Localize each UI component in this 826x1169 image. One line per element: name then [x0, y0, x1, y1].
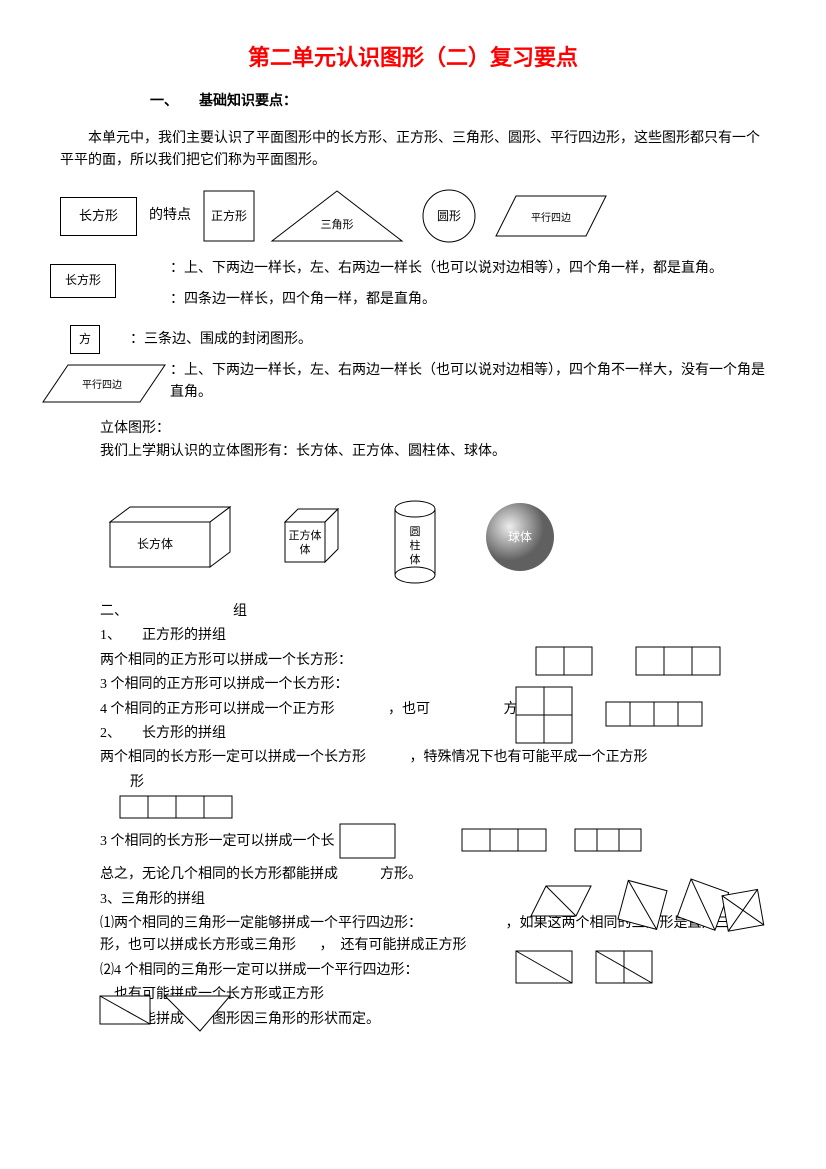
solids-row: 长方体 正方体 体 圆 柱 体 球体	[100, 477, 766, 597]
tri-def-text: ：三条边、围成的封闭图形。	[130, 329, 766, 351]
square-def-text: ：四条边一样长，四个角一样，都是直角。	[170, 289, 766, 311]
cube-icon: 正方体 体	[280, 502, 350, 572]
rect-combo-3row-b	[575, 829, 645, 855]
rect-combo-4row	[120, 796, 240, 820]
rect-def-text: ：上、下两边一样长，左、右两边一样长（也可以说对边相等），四个角一样，都是直角。	[170, 258, 766, 280]
svg-text:球体: 球体	[508, 530, 532, 544]
svg-text:平行四边: 平行四边	[82, 378, 122, 391]
square-combo-diagram	[516, 647, 726, 767]
page-title: 第二单元认识图形（二）复习要点	[60, 40, 766, 75]
svg-text:柱: 柱	[410, 538, 421, 552]
square-definition: ：四条边一样长，四个角一样，都是直角。	[60, 289, 766, 311]
svg-text:正方体: 正方体	[289, 528, 322, 542]
solids-heading: 立体图形：	[100, 418, 766, 440]
cuboid-icon: 长方体	[100, 502, 240, 572]
square-shape-icon: 正方形	[203, 190, 255, 242]
para-label: 平行四边	[531, 211, 571, 224]
para-def-text: ：上、下两边一样长，左、右两边一样长（也可以说对边相等），四个角不一样大，没有一…	[170, 360, 766, 405]
section2-heading: 二、 组	[100, 601, 766, 623]
cylinder-icon: 圆 柱 体	[390, 497, 440, 597]
para-definition: 平行四边 ：上、下两边一样长，左、右两边一样长（也可以说对边相等），四个角不一样…	[60, 360, 766, 405]
rect-combo-2-word: 形	[130, 772, 766, 794]
svg-text:长方体: 长方体	[137, 536, 173, 551]
tri-def-box: 方	[70, 325, 100, 354]
parallelogram-shape-icon: 平行四边	[491, 191, 611, 241]
combination-section: 二、 组 1、 正方形的拼组 两个相同的正方形可以拼成一个长方形： 3 个相同的…	[100, 601, 766, 1031]
square-label: 正方形	[211, 208, 247, 223]
circle-shape-icon: 圆形	[419, 186, 479, 246]
rect-shape-label: 长方形	[60, 197, 137, 236]
tri-sum-diagram	[90, 991, 240, 1041]
svg-text:体: 体	[300, 542, 311, 556]
rect-combo-3: 3 个相同的长方形一定可以拼成一个长	[100, 822, 766, 862]
section1-heading: 一、 基础知识要点：	[150, 91, 766, 113]
rect-definition: 长方形 ：上、下两边一样长，左、右两边一样长（也可以说对边相等），四个角一样，都…	[60, 258, 766, 280]
svg-text:体: 体	[410, 552, 421, 566]
triangle-shape-icon: 三角形	[267, 186, 407, 246]
triangle-definition: 方 ：三条边、围成的封闭图形。	[60, 329, 766, 351]
rect-combo-single	[338, 822, 398, 862]
svg-text:圆: 圆	[410, 525, 421, 538]
circle-label: 圆形	[437, 209, 461, 223]
feature-text: 的特点	[149, 205, 191, 227]
sphere-icon: 球体	[480, 497, 560, 577]
solids-intro: 我们上学期认识的立体图形有：长方体、正方体、圆柱体、球体。	[100, 441, 766, 463]
rect-combo-3row-a	[462, 829, 552, 855]
sq-combo-head: 1、 正方形的拼组	[100, 625, 766, 647]
para-def-icon: 平行四边	[40, 360, 170, 410]
triangle-combo-diagram	[516, 881, 776, 1001]
shapes-row: 长方形 的特点 正方形 三角形 圆形 平行四边	[60, 186, 766, 246]
triangle-label: 三角形	[321, 218, 354, 231]
intro-paragraph: 本单元中，我们主要认识了平面图形中的长方形、正方形、三角形、圆形、平行四边形，这…	[60, 128, 766, 173]
